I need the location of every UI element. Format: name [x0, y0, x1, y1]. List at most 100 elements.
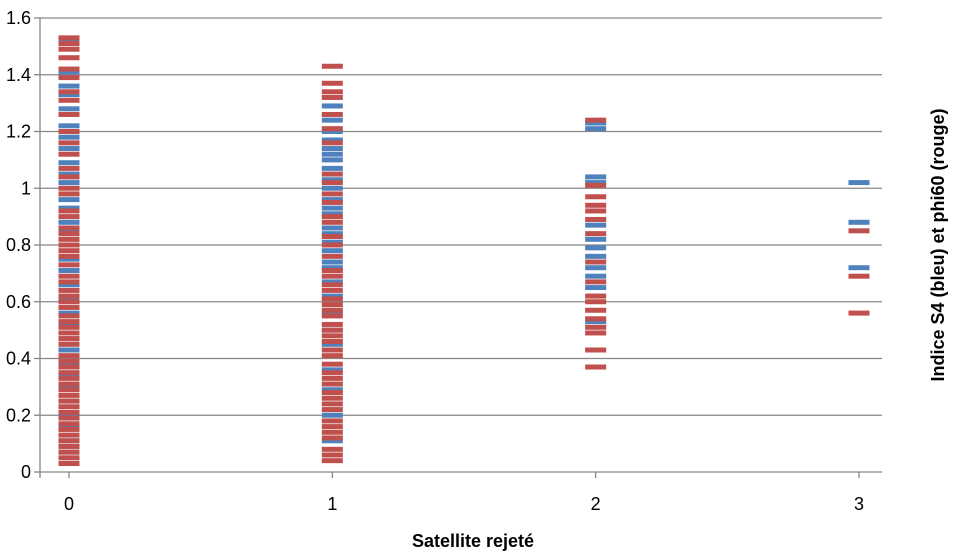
data-point: [321, 338, 343, 344]
y-axis-title: Indice S4 (bleu) et phi60 (rouge): [928, 108, 948, 381]
data-point: [321, 381, 343, 387]
data-point: [321, 80, 343, 86]
data-point: [58, 174, 80, 180]
data-point: [585, 307, 607, 313]
data-point: [321, 94, 343, 100]
data-point: [321, 424, 343, 430]
data-point: [58, 123, 80, 129]
y-tick-label: 0.2: [6, 405, 31, 425]
data-point: [58, 282, 80, 288]
data-point: [58, 421, 80, 427]
data-point: [58, 293, 80, 299]
data-point: [321, 302, 343, 308]
data-point: [58, 92, 80, 98]
data-point: [321, 103, 343, 109]
data-point: [58, 438, 80, 444]
y-tick-label: 1.6: [6, 8, 31, 28]
data-point: [58, 455, 80, 461]
data-point: [321, 265, 343, 271]
data-point: [58, 432, 80, 438]
data-point: [321, 177, 343, 183]
data-point: [58, 392, 80, 398]
data-point: [321, 117, 343, 123]
data-point: [58, 89, 80, 95]
data-point: [585, 236, 607, 242]
data-point: [58, 381, 80, 387]
x-tick-label: 2: [591, 494, 601, 514]
data-point: [321, 395, 343, 401]
data-point: [321, 248, 343, 254]
data-point: [58, 208, 80, 214]
data-point: [585, 319, 607, 325]
data-point: [585, 174, 607, 180]
data-point: [58, 336, 80, 342]
data-point: [321, 341, 343, 347]
data-point: [58, 412, 80, 418]
data-point: [321, 239, 343, 245]
data-point: [58, 38, 80, 44]
data-point: [321, 333, 343, 339]
data-point: [58, 165, 80, 171]
data-point: [585, 253, 607, 259]
x-tick-label: 3: [854, 494, 864, 514]
data-point: [321, 401, 343, 407]
data-point: [321, 313, 343, 319]
data-point: [58, 341, 80, 347]
data-point: [585, 299, 607, 305]
y-tick-label: 0.8: [6, 235, 31, 255]
data-point: [58, 75, 80, 81]
data-point: [58, 361, 80, 367]
data-point: [321, 435, 343, 441]
data-point: [321, 287, 343, 293]
data-point: [321, 191, 343, 197]
gridlines: [40, 17, 882, 416]
data-point: [58, 219, 80, 225]
data-point: [321, 211, 343, 217]
data-point: [58, 304, 80, 310]
data-point: [321, 452, 343, 458]
data-point: [58, 66, 80, 72]
data-point: [58, 180, 80, 186]
data-marks: [58, 35, 870, 466]
data-point: [58, 273, 80, 279]
data-point: [58, 160, 80, 166]
data-point: [321, 259, 343, 265]
series-1: [58, 35, 870, 466]
data-point: [58, 205, 80, 211]
data-point: [58, 253, 80, 259]
data-point: [585, 259, 607, 265]
data-point: [58, 171, 80, 177]
data-point: [321, 233, 343, 239]
data-point: [321, 111, 343, 117]
data-point: [585, 364, 607, 370]
data-point: [58, 347, 80, 353]
data-point: [321, 219, 343, 225]
data-point: [58, 384, 80, 390]
data-point: [58, 426, 80, 432]
x-axis-title: Satellite rejeté: [412, 531, 534, 551]
axes: [34, 17, 882, 478]
data-point: [58, 236, 80, 242]
data-point: [321, 321, 343, 327]
data-point: [58, 370, 80, 376]
data-point: [585, 285, 607, 291]
data-point: [58, 319, 80, 325]
data-point: [58, 313, 80, 319]
series-0: [58, 38, 870, 455]
data-point: [58, 375, 80, 381]
data-point: [585, 202, 607, 208]
y-tick-label: 1.4: [6, 65, 31, 85]
data-point: [58, 415, 80, 421]
data-point: [585, 245, 607, 251]
data-point: [585, 222, 607, 228]
data-point: [321, 140, 343, 146]
data-point: [321, 165, 343, 171]
data-point: [585, 347, 607, 353]
data-point: [321, 279, 343, 285]
data-point: [321, 296, 343, 302]
data-point: [58, 256, 80, 262]
x-tick-label: 0: [64, 494, 74, 514]
data-point: [585, 194, 607, 200]
data-point: [321, 353, 343, 359]
